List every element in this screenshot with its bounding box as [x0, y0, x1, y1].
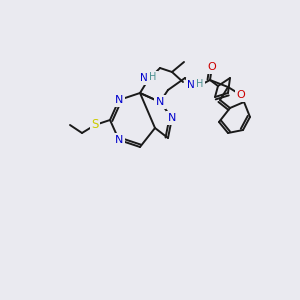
Text: O: O	[208, 62, 216, 72]
Text: O: O	[237, 90, 245, 100]
Text: N: N	[115, 135, 123, 145]
Text: S: S	[91, 118, 99, 131]
Text: N: N	[156, 97, 164, 107]
Text: N: N	[140, 73, 148, 83]
Text: N: N	[187, 80, 195, 90]
Text: N: N	[115, 95, 123, 105]
Text: N: N	[168, 113, 176, 123]
Text: H: H	[196, 79, 204, 89]
Text: H: H	[149, 72, 157, 82]
